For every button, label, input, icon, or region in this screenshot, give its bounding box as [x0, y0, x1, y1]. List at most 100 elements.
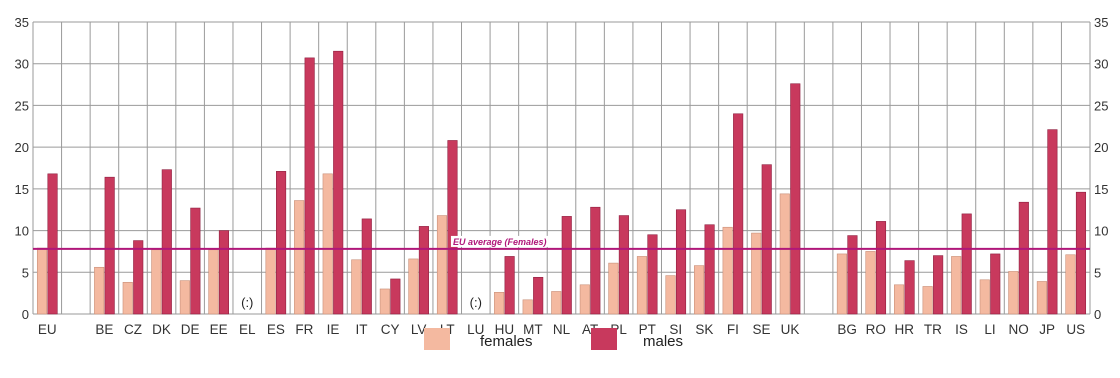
bar-males-JP [1047, 129, 1058, 315]
x-tick-label: SE [752, 322, 770, 337]
x-tick-label: CY [381, 322, 400, 337]
bar-females-CZ [122, 281, 133, 315]
bar-males-UK [790, 83, 801, 315]
bar-males-EE [218, 230, 229, 315]
y-tick-label-left: 20 [15, 140, 29, 155]
bar-females-FR [294, 200, 305, 315]
bar-males-IE [333, 50, 344, 315]
x-tick-label: IS [955, 322, 968, 337]
legend-label-females: females [480, 333, 533, 350]
bar-males-DK [161, 169, 172, 315]
x-tick-label: MT [523, 322, 543, 337]
x-tick-label: CZ [124, 322, 142, 337]
x-tick-label: IT [356, 322, 368, 337]
bar-males-NO [1018, 201, 1029, 315]
bar-females-IS [951, 256, 962, 315]
bar-females-LV [408, 258, 419, 315]
bar-females-CY [379, 288, 390, 315]
y-tick-label-right: 20 [1094, 140, 1108, 155]
y-tick-label-right: 15 [1094, 182, 1108, 197]
bar-females-EE [208, 249, 219, 315]
x-tick-label: LU [467, 322, 484, 337]
x-tick-label: JP [1039, 322, 1055, 337]
x-tick-label: PT [639, 322, 656, 337]
bar-females-MT [522, 299, 533, 315]
x-tick-label: IE [327, 322, 340, 337]
x-tick-label: NO [1008, 322, 1028, 337]
x-tick-label: DE [181, 322, 200, 337]
bar-females-SI [665, 275, 676, 315]
bar-females-SK [694, 265, 705, 315]
eu-average-line: EU average (Females) [33, 235, 1090, 250]
x-tick-label: BE [95, 322, 113, 337]
bar-males-ES [276, 171, 287, 315]
bar-males-IS [961, 213, 972, 315]
x-tick-label: ES [267, 322, 285, 337]
x-tick-label: LI [984, 322, 995, 337]
y-tick-label-right: 0 [1094, 307, 1101, 322]
missing-marker: (:) [470, 295, 482, 310]
bar-females-BE [94, 266, 105, 315]
bar-males-FR [304, 57, 315, 315]
legend-swatch-males [591, 328, 617, 350]
x-tick-label: EE [210, 322, 228, 337]
bar-males-HR [904, 260, 915, 315]
bar-females-ES [265, 247, 276, 315]
grid-lines [32, 21, 1091, 315]
missing-marker: (:) [241, 295, 253, 310]
x-tick-label: FI [727, 322, 739, 337]
x-tick-label: HU [495, 322, 515, 337]
x-tick-label: SI [669, 322, 682, 337]
bar-females-AT [579, 284, 590, 315]
y-tick-label-left: 30 [15, 57, 29, 72]
bar-males-IT [361, 218, 372, 315]
y-tick-label-left: 10 [15, 224, 29, 239]
bar-males-PT [647, 234, 658, 315]
x-tick-label: LV [411, 322, 427, 337]
bar-females-NL [551, 291, 562, 315]
bar-males-LT [447, 140, 458, 315]
bar-males-SI [675, 209, 687, 315]
bar-males-BG [847, 235, 858, 315]
y-tick-label-right: 25 [1094, 98, 1108, 113]
bar-males-SK [704, 224, 715, 315]
bar-females-TR [922, 286, 933, 315]
x-tick-label: HR [895, 322, 915, 337]
x-tick-label: NL [553, 322, 571, 337]
bar-males-CY [390, 278, 401, 315]
bar-females-IE [322, 173, 333, 315]
bar-females-UK [779, 193, 790, 315]
y-tick-label-left: 0 [22, 307, 29, 322]
bar-females-JP [1036, 281, 1047, 315]
bar-males-FI [733, 113, 744, 315]
legend-label-males: males [643, 333, 683, 350]
bar-females-HU [494, 292, 505, 315]
y-tick-label-left: 35 [15, 15, 29, 30]
bar-females-NO [1008, 271, 1019, 315]
bar-males-RO [875, 221, 887, 315]
x-tick-label: TR [924, 322, 942, 337]
x-tick-label: RO [866, 322, 886, 337]
bar-males-DE [190, 207, 201, 315]
bar-males-US [1075, 191, 1087, 315]
bar-males-TR [933, 255, 944, 315]
y-tick-label-right: 10 [1094, 224, 1108, 239]
y-tick-label-left: 5 [22, 265, 29, 280]
y-tick-label-right: 35 [1094, 15, 1108, 30]
bar-males-EU [47, 173, 58, 315]
bars: (:) (:) [36, 50, 1087, 315]
y-tick-label-left: 25 [15, 98, 29, 113]
legend-swatch-females [424, 328, 450, 350]
bar-females-LT [436, 215, 448, 315]
x-axis-labels: EUBECZDKDEEEELESFRIEITCYLVLTLUHUMTNLATPL… [38, 322, 1085, 337]
bar-females-US [1065, 254, 1076, 315]
x-tick-label: UK [781, 322, 800, 337]
bar-males-SE [761, 164, 772, 315]
bar-males-NL [561, 216, 572, 315]
legend: females males [424, 328, 683, 350]
y-tick-label-right: 5 [1094, 265, 1101, 280]
bar-males-BE [104, 176, 115, 315]
bar-females-HR [894, 284, 905, 315]
bar-females-PT [636, 256, 648, 315]
bar-males-LV [418, 226, 429, 315]
